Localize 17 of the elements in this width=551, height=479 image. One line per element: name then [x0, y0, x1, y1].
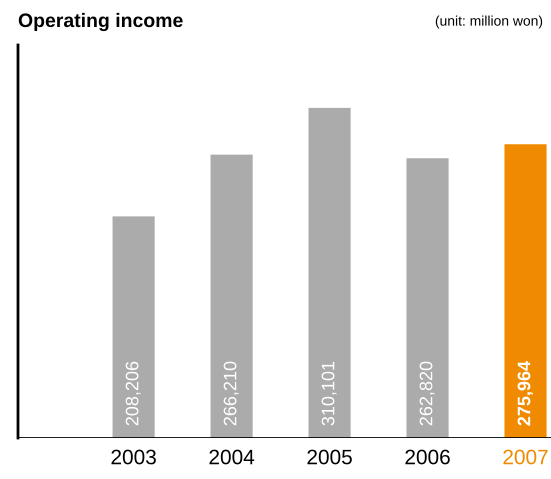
data-label: 275,964	[518, 361, 533, 426]
bar	[112, 216, 155, 438]
bar	[406, 158, 449, 438]
bar	[308, 108, 351, 438]
bar	[210, 154, 253, 438]
x-tick-label: 2006	[405, 450, 450, 464]
data-label: 262,820	[420, 362, 435, 426]
data-label: 208,206	[126, 362, 141, 426]
data-label: 310,101	[322, 362, 337, 426]
x-tick-label: 2007	[503, 450, 548, 464]
data-label: 266,210	[224, 362, 239, 426]
bar	[504, 144, 547, 438]
x-tick-label: 2003	[111, 450, 156, 464]
text: (unit: million won)	[436, 16, 542, 28]
x-tick-label: 2005	[307, 450, 352, 464]
x-tick-label: 2004	[209, 450, 254, 464]
chart-title: Operating income	[18, 12, 183, 32]
